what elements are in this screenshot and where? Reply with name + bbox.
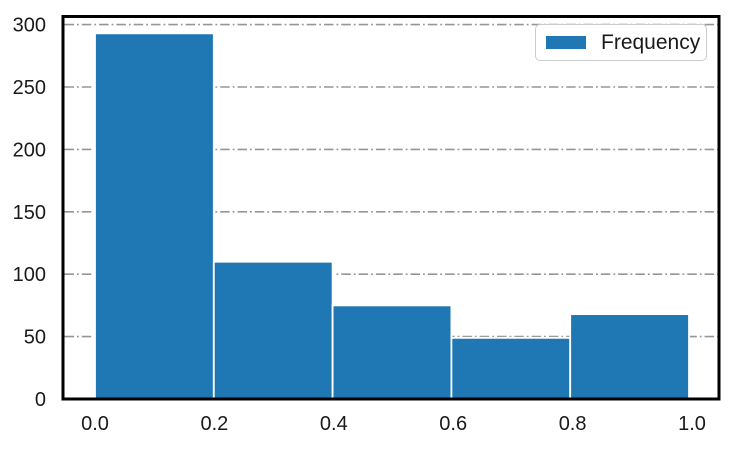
histogram-bar [212,260,334,400]
y-tick-label: 0 [35,389,46,411]
legend-label: Frequency [601,31,701,54]
x-tick-label: 0.8 [559,413,587,435]
histogram-bar [450,336,572,400]
y-tick-label: 50 [24,327,46,349]
histogram-bar [94,32,215,400]
histogram-bar [569,313,690,400]
x-tick-label: 0.0 [81,413,109,435]
y-tick-label: 150 [13,202,46,224]
xtick-labels-group: 0.0 0.2 0.4 0.6 0.8 1.0 [81,413,706,435]
legend: Frequency [535,24,707,61]
x-tick-label: 0.6 [439,413,467,435]
x-tick-label: 1.0 [678,413,706,435]
x-tick-label: 0.4 [320,413,348,435]
y-tick-label: 200 [13,139,46,161]
legend-swatch [546,36,586,49]
ytick-labels-group: 0 50 100 150 200 250 300 [13,15,46,411]
y-tick-label: 300 [13,15,46,37]
y-tick-label: 100 [13,264,46,286]
histogram-bar [331,304,453,400]
y-tick-label: 250 [13,77,46,99]
x-tick-label: 0.2 [200,413,228,435]
axes-frame [61,15,721,401]
bars-group [94,32,690,400]
frame-group [61,15,721,401]
